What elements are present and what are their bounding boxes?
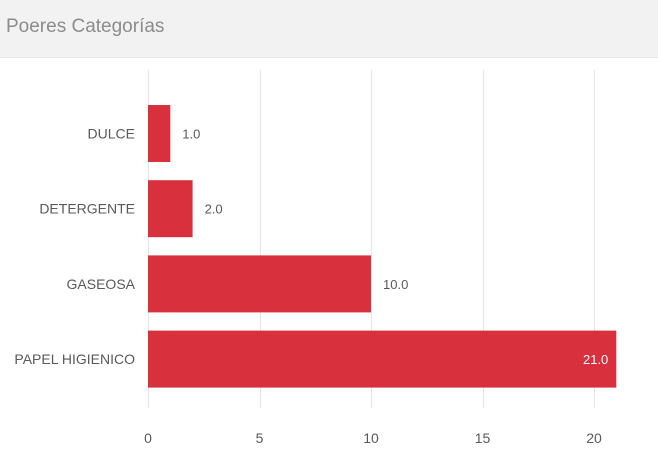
x-tick-label-5: 5 <box>256 430 264 446</box>
bars <box>148 105 617 388</box>
x-axis-ticks: 0 5 10 15 20 <box>144 430 602 446</box>
panel-header: Poeres Categorías <box>0 0 658 58</box>
data-label: 10.0 <box>383 277 408 292</box>
data-label: 21.0 <box>583 352 608 367</box>
x-tick-label-20: 20 <box>586 430 602 446</box>
bar-gaseosa[interactable] <box>148 255 371 313</box>
bar-dulce[interactable] <box>148 105 171 162</box>
category-label: DETERGENTE <box>39 201 135 217</box>
category-label: DULCE <box>88 126 135 142</box>
category-labels: DULCE DETERGENTE GASEOSA PAPEL HIGIENICO <box>14 126 135 368</box>
category-label: GASEOSA <box>67 276 136 292</box>
panel-title: Poeres Categorías <box>6 16 165 37</box>
x-tick-label-0: 0 <box>144 430 152 446</box>
x-tick-label-15: 15 <box>475 430 491 446</box>
bar-papel-higienico[interactable] <box>148 330 617 388</box>
category-label: PAPEL HIGIENICO <box>14 351 135 367</box>
data-label: 1.0 <box>182 127 200 142</box>
bar-chart: DULCE DETERGENTE GASEOSA PAPEL HIGIENICO 1.… <box>14 70 617 446</box>
bar-detergente[interactable] <box>148 180 193 238</box>
x-tick-label-10: 10 <box>363 430 379 446</box>
value-labels: 1.0 2.0 10.0 21.0 <box>182 127 608 368</box>
data-label: 2.0 <box>205 202 223 217</box>
